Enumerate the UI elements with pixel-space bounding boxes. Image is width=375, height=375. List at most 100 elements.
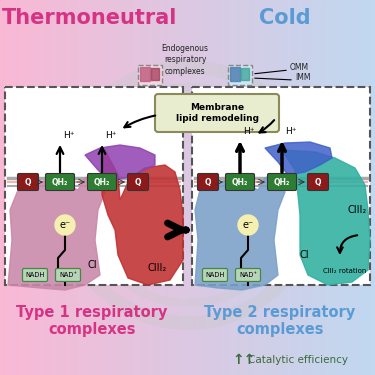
FancyBboxPatch shape bbox=[155, 94, 279, 132]
Bar bbox=[172, 0, 176, 375]
FancyBboxPatch shape bbox=[138, 65, 162, 85]
Text: Thermoneutral: Thermoneutral bbox=[2, 8, 178, 28]
Bar bbox=[125, 0, 129, 375]
Bar bbox=[31, 0, 35, 375]
FancyBboxPatch shape bbox=[308, 174, 328, 190]
Bar bbox=[340, 0, 345, 375]
Text: e⁻: e⁻ bbox=[59, 220, 70, 230]
Text: CIII₂ rotation: CIII₂ rotation bbox=[323, 268, 367, 274]
Bar bbox=[216, 0, 220, 375]
Bar bbox=[140, 67, 150, 81]
FancyBboxPatch shape bbox=[228, 65, 252, 85]
Bar bbox=[144, 0, 148, 375]
Bar bbox=[309, 0, 314, 375]
Polygon shape bbox=[282, 150, 370, 285]
Text: QH₂: QH₂ bbox=[232, 177, 248, 186]
Bar bbox=[153, 0, 157, 375]
Polygon shape bbox=[85, 145, 155, 180]
Text: Q: Q bbox=[135, 177, 141, 186]
Bar bbox=[278, 0, 282, 375]
Bar bbox=[294, 0, 298, 375]
Bar bbox=[190, 0, 195, 375]
Bar bbox=[6, 0, 10, 375]
Text: H⁺: H⁺ bbox=[63, 131, 75, 140]
FancyBboxPatch shape bbox=[56, 268, 81, 282]
Text: NAD⁺: NAD⁺ bbox=[239, 272, 257, 278]
Bar bbox=[19, 0, 23, 375]
Text: Type 2 respiratory
complexes: Type 2 respiratory complexes bbox=[204, 305, 356, 338]
Bar bbox=[110, 0, 114, 375]
Text: Q: Q bbox=[315, 177, 321, 186]
Bar bbox=[237, 0, 242, 375]
Text: NADH: NADH bbox=[206, 272, 225, 278]
Bar bbox=[63, 0, 67, 375]
Bar bbox=[284, 0, 288, 375]
Bar bbox=[241, 68, 249, 80]
Text: IMM: IMM bbox=[295, 74, 310, 82]
FancyBboxPatch shape bbox=[22, 268, 48, 282]
Bar bbox=[322, 0, 326, 375]
FancyBboxPatch shape bbox=[202, 268, 228, 282]
Bar bbox=[303, 0, 307, 375]
FancyBboxPatch shape bbox=[225, 174, 255, 190]
Bar bbox=[344, 0, 348, 375]
Bar bbox=[312, 0, 316, 375]
Bar bbox=[372, 0, 375, 375]
Bar bbox=[206, 0, 210, 375]
Bar bbox=[47, 0, 51, 375]
Bar bbox=[260, 0, 264, 375]
Bar bbox=[188, 0, 192, 375]
Bar bbox=[162, 0, 166, 375]
Bar bbox=[319, 0, 323, 375]
Bar bbox=[247, 0, 251, 375]
Bar bbox=[75, 0, 79, 375]
Bar bbox=[266, 0, 270, 375]
Bar bbox=[97, 0, 101, 375]
Bar bbox=[150, 0, 154, 375]
Circle shape bbox=[55, 215, 75, 235]
Bar bbox=[241, 0, 245, 375]
Bar bbox=[369, 0, 373, 375]
Text: CIII₂: CIII₂ bbox=[347, 205, 366, 215]
Bar bbox=[203, 0, 207, 375]
Bar bbox=[228, 0, 232, 375]
Bar bbox=[197, 0, 201, 375]
Polygon shape bbox=[195, 175, 285, 290]
Bar bbox=[9, 0, 13, 375]
Bar bbox=[128, 0, 132, 375]
Bar bbox=[231, 0, 236, 375]
Text: H⁺: H⁺ bbox=[285, 127, 297, 136]
Bar bbox=[53, 0, 57, 375]
Text: Type 1 respiratory
complexes: Type 1 respiratory complexes bbox=[16, 305, 168, 338]
Bar bbox=[230, 67, 240, 81]
Bar bbox=[103, 0, 107, 375]
FancyBboxPatch shape bbox=[236, 268, 261, 282]
Bar bbox=[288, 0, 292, 375]
Bar bbox=[169, 0, 173, 375]
FancyBboxPatch shape bbox=[267, 174, 297, 190]
Bar bbox=[297, 0, 301, 375]
Bar bbox=[334, 0, 339, 375]
Bar bbox=[194, 0, 198, 375]
Bar bbox=[306, 0, 310, 375]
Bar bbox=[175, 0, 179, 375]
Bar bbox=[151, 68, 159, 80]
Bar bbox=[112, 0, 117, 375]
Text: CI: CI bbox=[300, 250, 310, 260]
FancyBboxPatch shape bbox=[87, 174, 117, 190]
Bar bbox=[119, 0, 123, 375]
Bar bbox=[138, 0, 142, 375]
Bar bbox=[256, 0, 260, 375]
Bar bbox=[50, 0, 54, 375]
Bar bbox=[184, 0, 189, 375]
Bar bbox=[219, 0, 223, 375]
Bar bbox=[331, 0, 335, 375]
Bar bbox=[25, 0, 29, 375]
Bar bbox=[244, 0, 248, 375]
Bar bbox=[356, 0, 360, 375]
Text: NAD⁺: NAD⁺ bbox=[59, 272, 77, 278]
Bar bbox=[87, 0, 92, 375]
Bar bbox=[325, 0, 329, 375]
Bar bbox=[91, 0, 95, 375]
Bar bbox=[69, 0, 73, 375]
